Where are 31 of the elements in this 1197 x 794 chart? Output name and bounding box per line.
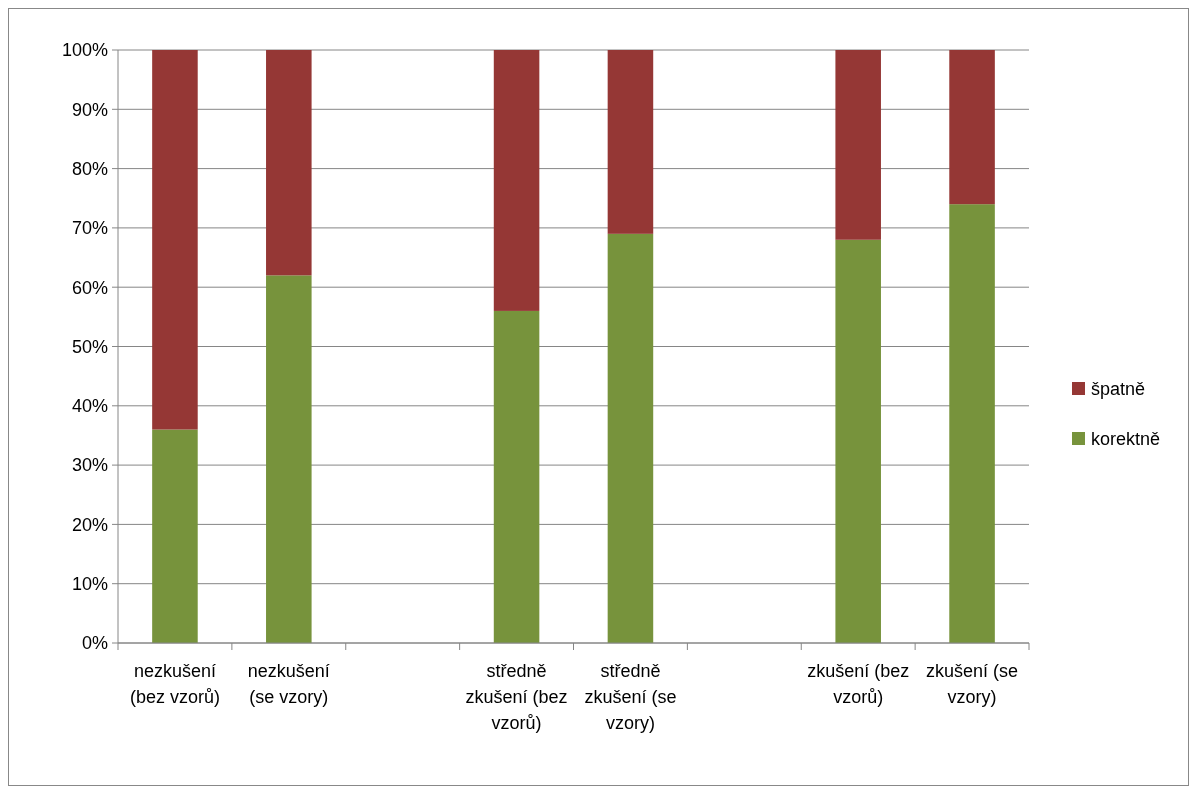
bar	[493, 310, 540, 643]
y-tick-label: 80%	[71, 158, 108, 179]
x-tick-label: středně zkušení (se vzory)	[584, 661, 677, 733]
legend-label: korektně	[1091, 429, 1161, 450]
y-tick-label: 60%	[71, 277, 108, 298]
bar	[949, 204, 995, 643]
x-tick-label: nezkušení (se vzory)	[247, 661, 330, 707]
bar	[607, 50, 654, 234]
y-tick-label: 20%	[71, 514, 108, 535]
y-tick-label: 30%	[71, 455, 108, 476]
x-tick-label: zkušení (se vzory)	[926, 661, 1019, 707]
x-tick-label: zkušení (bez vzorů)	[807, 661, 910, 707]
bar	[835, 239, 881, 643]
y-tick-label: 0%	[81, 633, 108, 654]
bar	[607, 233, 654, 643]
bar	[266, 50, 312, 276]
legend-label: špatně	[1091, 379, 1146, 400]
bar	[266, 275, 312, 643]
bar	[152, 50, 198, 430]
y-tick-label: 10%	[71, 574, 108, 594]
y-tick-label: 70%	[71, 218, 108, 239]
y-tick-label: 100%	[61, 40, 108, 61]
y-tick-label: 40%	[71, 396, 108, 417]
bar	[835, 50, 881, 240]
x-tick-label: středně zkušení (bez vzorů)	[465, 661, 568, 733]
y-tick-label: 90%	[71, 99, 108, 120]
bar	[493, 50, 540, 311]
y-tick-label: 50%	[71, 336, 108, 357]
bar	[152, 429, 198, 643]
bar	[949, 50, 995, 205]
x-tick-label: nezkušení (bez vzorů)	[129, 661, 220, 707]
